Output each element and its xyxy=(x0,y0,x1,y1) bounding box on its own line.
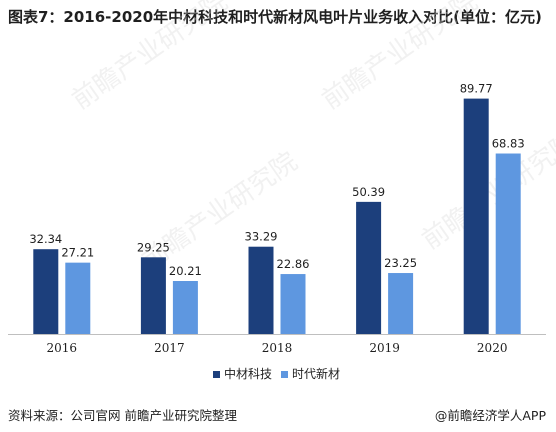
bar-时代新材-2019 xyxy=(388,273,414,334)
x-tick-label: 2016 xyxy=(47,341,78,355)
bar-时代新材-2018 xyxy=(280,274,306,334)
bar-时代新材-2016 xyxy=(65,262,91,334)
bar-中材科技-2017 xyxy=(140,257,166,334)
bar-中材科技-2016 xyxy=(33,249,59,334)
bar-value-label: 27.21 xyxy=(61,246,94,260)
legend-swatch-2 xyxy=(281,371,288,378)
bar-中材科技-2020 xyxy=(463,98,489,334)
x-tick-label: 2020 xyxy=(477,341,508,355)
bar-value-label: 33.29 xyxy=(245,230,278,244)
x-tick-label: 2018 xyxy=(262,341,293,355)
brand-label: @前瞻经济学人APP xyxy=(434,408,546,423)
chart-title: 图表7：2016-2020年中材科技和时代新材风电叶片业务收入对比(单位：亿元) xyxy=(8,8,542,26)
bar-中材科技-2019 xyxy=(356,201,382,334)
bar-时代新材-2017 xyxy=(172,281,198,334)
watermark-text: 前瞻产业研究院 xyxy=(67,0,233,116)
bar-value-label: 20.21 xyxy=(169,264,202,278)
source-note: 资料来源：公司官网 前瞻产业研究院整理 xyxy=(8,408,237,423)
bar-value-label: 22.86 xyxy=(277,257,310,271)
legend-swatch-1 xyxy=(213,371,220,378)
watermark-text: 前瞻产业研究院 xyxy=(317,0,483,116)
bar-value-label: 23.25 xyxy=(384,256,417,270)
bar-value-label: 32.34 xyxy=(29,232,62,246)
x-tick-labels: 2016 2017 2018 2019 2020 xyxy=(47,341,508,355)
bar-value-label: 89.77 xyxy=(460,82,493,96)
bar-中材科技-2018 xyxy=(248,246,274,334)
bar-时代新材-2020 xyxy=(495,153,521,334)
x-tick-label: 2019 xyxy=(369,341,400,355)
legend-label-2: 时代新材 xyxy=(292,366,340,381)
legend-label-1: 中材科技 xyxy=(224,366,272,381)
bars-layer xyxy=(33,98,521,334)
bar-value-label: 68.83 xyxy=(492,137,525,151)
bar-value-label: 29.25 xyxy=(137,240,170,254)
legend: 中材科技 时代新材 xyxy=(213,366,340,381)
x-tick-label: 2017 xyxy=(154,341,185,355)
bar-value-label: 50.39 xyxy=(352,185,385,199)
